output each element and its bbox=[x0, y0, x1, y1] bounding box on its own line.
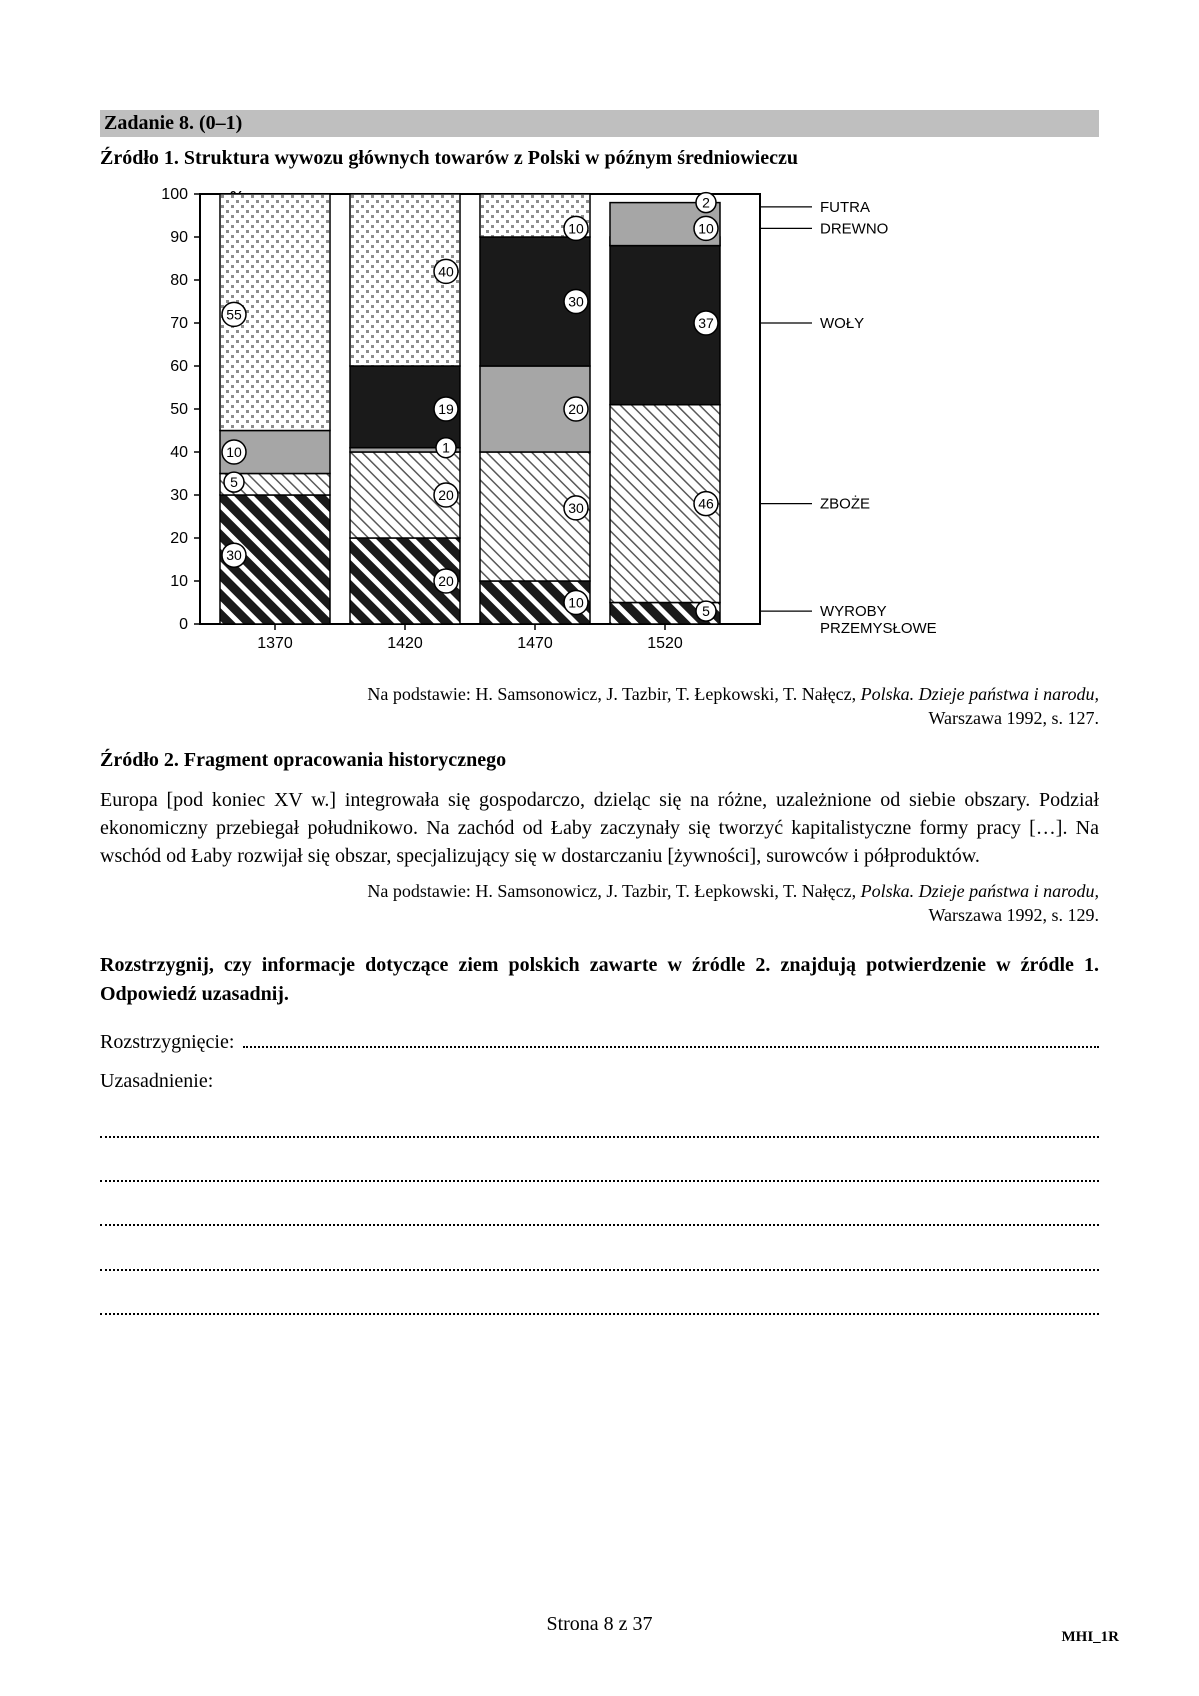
svg-text:60: 60 bbox=[170, 358, 188, 375]
svg-text:55: 55 bbox=[226, 306, 242, 322]
legend-label: FUTRA bbox=[820, 199, 870, 216]
svg-text:10: 10 bbox=[568, 220, 584, 236]
svg-text:30: 30 bbox=[568, 294, 584, 310]
legend-label: WYROBY bbox=[820, 603, 887, 620]
citation1-italic: Polska. Dzieje państwa i narodu, bbox=[861, 684, 1099, 704]
page: Zadanie 8. (0–1) Źródło 1. Struktura wyw… bbox=[0, 0, 1199, 1696]
answer-line-1[interactable] bbox=[100, 1121, 1099, 1137]
export-structure-chart: 0102030405060708090100%13701420147015203… bbox=[140, 184, 1020, 664]
svg-text:10: 10 bbox=[568, 595, 584, 611]
legend-label: ZBOŻE bbox=[820, 495, 870, 513]
answer-decision-dots[interactable] bbox=[243, 1028, 1099, 1048]
svg-text:20: 20 bbox=[170, 530, 188, 547]
svg-text:37: 37 bbox=[698, 315, 714, 331]
svg-text:20: 20 bbox=[568, 401, 584, 417]
svg-text:30: 30 bbox=[226, 547, 242, 563]
answer-line-2[interactable] bbox=[100, 1166, 1099, 1182]
citation2-prefix: Na podstawie: H. Samsonowicz, J. Tazbir,… bbox=[367, 881, 860, 901]
legend-label: DREWNO bbox=[820, 220, 888, 237]
svg-text:70: 70 bbox=[170, 315, 188, 332]
svg-text:20: 20 bbox=[438, 487, 454, 503]
answer-decision-label: Rozstrzygnięcie: bbox=[100, 1031, 239, 1054]
answer-line-4[interactable] bbox=[100, 1254, 1099, 1270]
svg-text:1: 1 bbox=[442, 440, 450, 456]
svg-text:30: 30 bbox=[568, 500, 584, 516]
citation-1: Na podstawie: H. Samsonowicz, J. Tazbir,… bbox=[160, 682, 1099, 731]
svg-text:PRZEMYSŁOWE: PRZEMYSŁOWE bbox=[820, 620, 937, 637]
answer-justification-label: Uzasadnienie: bbox=[100, 1070, 213, 1093]
citation2-italic: Polska. Dzieje państwa i narodu, bbox=[861, 881, 1099, 901]
task-header: Zadanie 8. (0–1) bbox=[100, 110, 1099, 137]
answer-decision-line: Rozstrzygnięcie: bbox=[100, 1028, 1099, 1054]
legend-label: WOŁY bbox=[820, 315, 864, 332]
answer-justification-label-row: Uzasadnienie: bbox=[100, 1070, 1099, 1093]
source2-body: Europa [pod koniec XV w.] integrowała si… bbox=[100, 786, 1099, 871]
svg-text:30: 30 bbox=[170, 487, 188, 504]
svg-text:2: 2 bbox=[702, 195, 710, 211]
citation2-suffix: Warszawa 1992, s. 129. bbox=[928, 905, 1099, 925]
svg-text:40: 40 bbox=[438, 263, 454, 279]
document-code: MHI_1R bbox=[1062, 1629, 1120, 1646]
svg-text:90: 90 bbox=[170, 229, 188, 246]
svg-text:1370: 1370 bbox=[257, 635, 293, 652]
svg-text:1520: 1520 bbox=[647, 635, 683, 652]
source1-title: Źródło 1. Struktura wywozu głównych towa… bbox=[100, 147, 1099, 170]
svg-text:0: 0 bbox=[179, 616, 188, 633]
svg-text:20: 20 bbox=[438, 573, 454, 589]
svg-text:46: 46 bbox=[698, 496, 714, 512]
svg-text:50: 50 bbox=[170, 401, 188, 418]
svg-text:19: 19 bbox=[438, 401, 454, 417]
svg-text:1420: 1420 bbox=[387, 635, 423, 652]
citation-2: Na podstawie: H. Samsonowicz, J. Tazbir,… bbox=[160, 879, 1099, 928]
svg-text:1470: 1470 bbox=[517, 635, 553, 652]
svg-text:80: 80 bbox=[170, 272, 188, 289]
source2-title: Źródło 2. Fragment opracowania historycz… bbox=[100, 749, 1099, 772]
svg-text:40: 40 bbox=[170, 444, 188, 461]
svg-text:5: 5 bbox=[702, 603, 710, 619]
chart-container: 0102030405060708090100%13701420147015203… bbox=[140, 184, 1099, 664]
citation1-suffix: Warszawa 1992, s. 127. bbox=[928, 708, 1099, 728]
svg-text:100: 100 bbox=[161, 186, 188, 203]
svg-text:10: 10 bbox=[170, 573, 188, 590]
svg-text:10: 10 bbox=[698, 220, 714, 236]
answer-line-3[interactable] bbox=[100, 1210, 1099, 1226]
page-number: Strona 8 z 37 bbox=[0, 1613, 1199, 1636]
answer-line-5[interactable] bbox=[100, 1299, 1099, 1315]
svg-text:5: 5 bbox=[230, 474, 238, 490]
task-instruction: Rozstrzygnij, czy informacje dotyczące z… bbox=[100, 951, 1099, 1008]
citation1-prefix: Na podstawie: H. Samsonowicz, J. Tazbir,… bbox=[367, 684, 860, 704]
svg-text:10: 10 bbox=[226, 444, 242, 460]
